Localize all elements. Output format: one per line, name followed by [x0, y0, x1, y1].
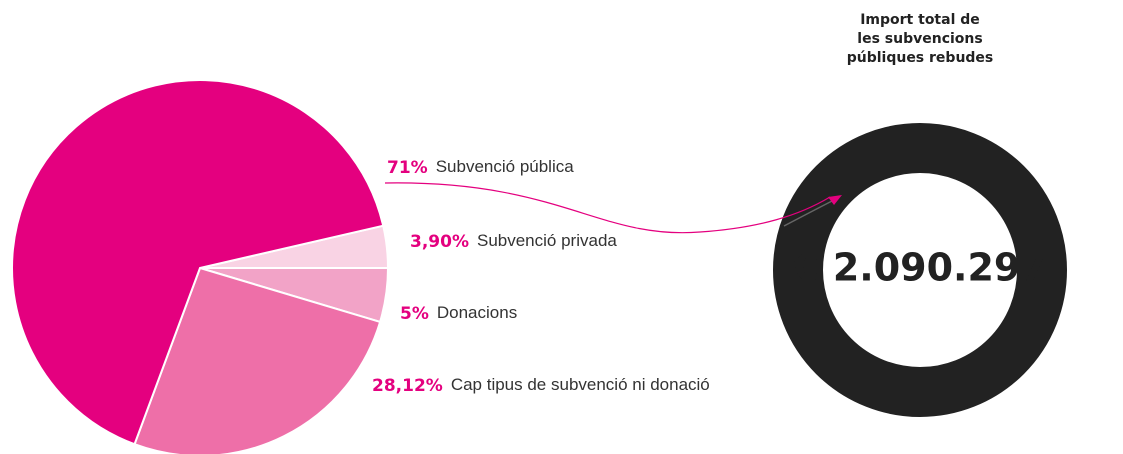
arrow-head [828, 195, 842, 205]
total-title: Import total de les subvencions públiques … [847, 12, 994, 66]
percent-label: 5% [400, 304, 429, 324]
total-ring [773, 123, 1067, 417]
category-label: Subvenció privada [477, 231, 617, 250]
pie-slice [133, 266, 382, 454]
connector [384, 182, 831, 234]
category-label: Cap tipus de subvenció ni donació [451, 375, 710, 394]
slice-label: 5% Donacions [400, 303, 517, 324]
percent-label: 3,90% [410, 232, 469, 252]
percent-label: 71% [387, 158, 428, 178]
title-line: les subvencions [857, 31, 982, 47]
title-line: públiques rebudes [847, 50, 994, 66]
category-label: Subvenció pública [436, 157, 575, 176]
slice-label: 3,90% Subvenció privada [410, 231, 617, 252]
percent-label: 28,12% [372, 376, 443, 396]
total-value: € 2.090.297 [792, 246, 1047, 290]
slice-label: 28,12% Cap tipus de subvenció ni donació [372, 375, 710, 396]
slice-label: 71% Subvenció pública [387, 157, 574, 178]
pie-slice [11, 79, 385, 446]
labels: 71% Subvenció pública 3,90% Subvenció priva… [372, 157, 710, 396]
title-line: Import total de [860, 12, 980, 28]
category-label: Donacions [437, 303, 517, 322]
pie [11, 79, 390, 454]
